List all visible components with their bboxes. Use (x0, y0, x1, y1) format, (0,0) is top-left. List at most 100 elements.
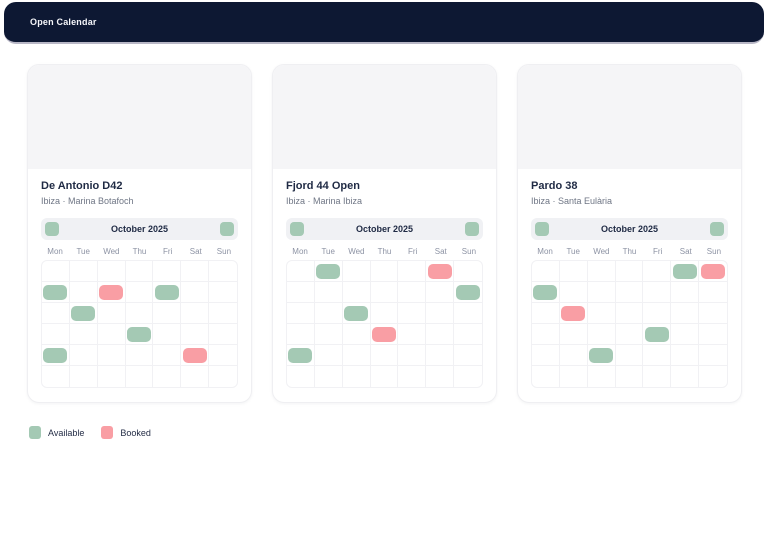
day-cell (97, 282, 126, 303)
day-cell (98, 366, 126, 387)
prev-month-button[interactable] (290, 222, 304, 236)
day-cell (587, 324, 616, 345)
day-cell (454, 282, 482, 303)
boat-cards-row: De Antonio D42 Ibiza · Marina Botafoch O… (0, 44, 768, 403)
day-cell (559, 261, 588, 282)
weekday-label: Fri (652, 247, 663, 256)
boat-card-body: Pardo 38 Ibiza · Santa Eulària October 2… (518, 169, 741, 402)
day-cell (643, 366, 672, 387)
day-cell (587, 261, 616, 282)
day-marker-booked[interactable] (99, 284, 124, 300)
day-marker-booked[interactable] (182, 347, 207, 363)
weekday-label: Tue (76, 247, 90, 256)
day-marker-available[interactable] (672, 263, 697, 279)
weekday-label: Fri (162, 247, 173, 256)
day-cell (342, 282, 371, 303)
day-cell (426, 345, 455, 366)
day-cell (97, 324, 126, 345)
day-cell (532, 345, 560, 366)
day-marker-available[interactable] (43, 347, 68, 363)
day-cell (615, 261, 644, 282)
day-marker-available[interactable] (316, 263, 341, 279)
day-cell (370, 345, 399, 366)
day-cell (699, 282, 727, 303)
weekday-label: Sun (706, 247, 722, 256)
weekday-label: Mon (292, 247, 308, 256)
day-cell (125, 282, 154, 303)
day-cell (42, 261, 70, 282)
day-cell (371, 366, 399, 387)
day-cell (671, 345, 700, 366)
day-marker-booked[interactable] (371, 326, 396, 342)
boat-location: Ibiza · Marina Ibiza (286, 196, 363, 206)
day-cell (370, 324, 399, 345)
prev-month-button[interactable] (535, 222, 549, 236)
day-marker-available[interactable] (126, 326, 151, 342)
weekday-label: Thu (132, 247, 147, 256)
day-cell (314, 261, 343, 282)
day-cell (181, 324, 210, 345)
day-marker-available[interactable] (456, 284, 481, 300)
day-cell (209, 324, 237, 345)
weekday-label: Tue (321, 247, 335, 256)
day-cell (587, 282, 616, 303)
weekday-label: Wed (348, 247, 365, 256)
day-cell (699, 366, 727, 387)
day-cell (69, 261, 98, 282)
day-cell (560, 366, 588, 387)
day-cell (342, 261, 371, 282)
next-month-button[interactable] (220, 222, 234, 236)
day-cell (125, 261, 154, 282)
day-cell (209, 261, 237, 282)
day-marker-available[interactable] (644, 326, 669, 342)
day-marker-available[interactable] (533, 284, 558, 300)
day-cell (454, 366, 482, 387)
day-marker-booked[interactable] (701, 263, 726, 279)
day-cell (532, 324, 560, 345)
day-marker-available[interactable] (344, 305, 369, 321)
day-marker-available[interactable] (43, 284, 68, 300)
day-cell (70, 366, 98, 387)
day-cell (559, 324, 588, 345)
day-cell (398, 345, 427, 366)
calendar-header: October 2025 (531, 218, 728, 240)
day-marker-booked[interactable] (427, 263, 452, 279)
day-cell (532, 303, 560, 324)
day-cell (42, 303, 70, 324)
boat-name: Fjord 44 Open (286, 180, 360, 192)
day-marker-available[interactable] (288, 347, 313, 363)
day-cell (454, 324, 482, 345)
day-marker-available[interactable] (589, 347, 614, 363)
day-cell (69, 303, 98, 324)
day-cell (153, 345, 182, 366)
calendar-header: October 2025 (41, 218, 238, 240)
day-marker-available[interactable] (71, 305, 96, 321)
day-cell (671, 324, 700, 345)
day-cell (532, 282, 560, 303)
day-cell (342, 303, 371, 324)
day-cell (398, 261, 427, 282)
weekday-label: Mon (47, 247, 63, 256)
day-cell (671, 261, 700, 282)
next-month-button[interactable] (710, 222, 724, 236)
day-cell (615, 282, 644, 303)
day-marker-available[interactable] (154, 284, 179, 300)
day-cell (426, 303, 455, 324)
day-cell (287, 261, 315, 282)
next-month-button[interactable] (465, 222, 479, 236)
day-cell (426, 324, 455, 345)
boat-image-placeholder (518, 65, 741, 169)
day-marker-booked[interactable] (561, 305, 586, 321)
boat-location: Ibiza · Santa Eulària (531, 196, 613, 206)
boat-location: Ibiza · Marina Botafoch (41, 196, 134, 206)
day-cell (153, 366, 182, 387)
weekday-label: Sat (189, 247, 202, 256)
day-cell (426, 282, 455, 303)
weekday-label: Sun (216, 247, 232, 256)
day-cell (671, 303, 700, 324)
day-cell (314, 282, 343, 303)
day-cell (699, 345, 727, 366)
day-cell (314, 324, 343, 345)
day-cell (370, 282, 399, 303)
prev-month-button[interactable] (45, 222, 59, 236)
